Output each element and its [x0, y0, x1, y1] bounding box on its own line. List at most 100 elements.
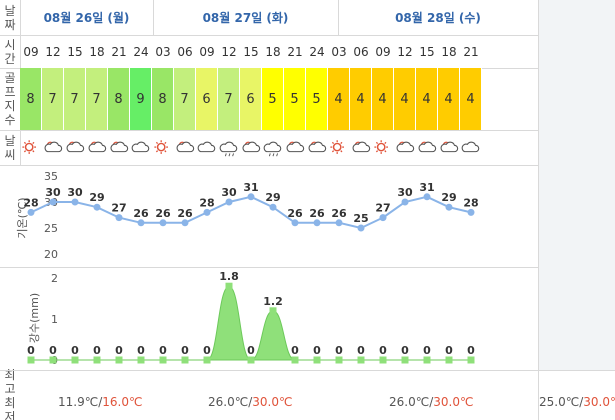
- golf-index-cell: 8: [20, 68, 42, 130]
- precipitation-value-label: 0: [71, 344, 79, 357]
- range-day-27: 26.0℃/30.0℃: [208, 395, 293, 409]
- temperature-value-label: 31: [419, 181, 434, 194]
- hour-cell: 21: [111, 44, 127, 59]
- temperature-point: [225, 198, 233, 206]
- date-row-label: 날짜: [4, 3, 16, 32]
- precipitation-point: [423, 356, 431, 364]
- precipitation-point: [291, 356, 299, 364]
- hour-cell: 21: [287, 44, 303, 59]
- hour-cell: 03: [155, 44, 171, 59]
- precipitation-point: [49, 356, 57, 364]
- precipitation-value-label: 0: [401, 344, 409, 357]
- golf-index-cell: 5: [262, 68, 284, 130]
- temperature-value-label: 29: [441, 191, 456, 204]
- sun-icon: [152, 131, 174, 165]
- precipitation-axis-label: 강수(mm): [28, 293, 41, 343]
- golf-index-cell: 4: [328, 68, 350, 130]
- temperature-value-label: 26: [287, 207, 303, 220]
- golf-index-cell: 7: [64, 68, 86, 130]
- precipitation-point: [445, 356, 453, 364]
- cloud-icon: [130, 131, 152, 165]
- precipitation-point: [467, 356, 475, 364]
- hour-cell: 12: [397, 44, 413, 59]
- range-row-label: 최고최저: [4, 368, 16, 420]
- temperature-point: [181, 219, 189, 227]
- temperature-point: [291, 219, 299, 227]
- temperature-axis-label: 기온(℃): [16, 197, 29, 238]
- golf-index-cell: 6: [196, 68, 218, 130]
- precipitation-point: [71, 356, 79, 364]
- golf-index-cell: 5: [306, 68, 328, 130]
- temperature-point: [137, 219, 145, 227]
- precipitation-value-label: 1.8: [219, 270, 239, 283]
- precipitation-value-label: 0: [49, 344, 57, 357]
- hour-cell: 12: [221, 44, 237, 59]
- temperature-value-label: 27: [111, 202, 126, 215]
- hour-cell: 18: [441, 44, 457, 59]
- precipitation-value-label: 0: [335, 344, 343, 357]
- sun-icon: [20, 131, 42, 165]
- temperature-point: [445, 203, 453, 211]
- rain-cloud-icon: [262, 131, 284, 165]
- temperature-point: [269, 203, 277, 211]
- golf-index-cell: 5: [284, 68, 306, 130]
- precipitation-value-label: 0: [137, 344, 145, 357]
- temperature-point: [357, 224, 365, 232]
- precipitation-point: [27, 356, 35, 364]
- golf-index-cell: 4: [460, 68, 482, 130]
- precipitation-value-label: 0: [27, 344, 35, 357]
- temperature-point: [49, 198, 57, 206]
- hour-cell: 18: [265, 44, 281, 59]
- golf-index-cell: 4: [438, 68, 460, 130]
- golf-index-cell: 7: [174, 68, 196, 130]
- hour-cell: 09: [23, 44, 39, 59]
- golf-index-cell: 4: [394, 68, 416, 130]
- cloud-icon: [460, 131, 482, 165]
- temperature-value-label: 26: [331, 207, 347, 220]
- golf-index-cell: 4: [350, 68, 372, 130]
- temperature-value-label: 27: [375, 202, 390, 215]
- precipitation-value-label: 0: [203, 344, 211, 357]
- partly-cloudy-icon: [306, 131, 328, 165]
- precipitation-point: [269, 307, 277, 315]
- golf-index-cell: 6: [240, 68, 262, 130]
- golf-index-cell: 8: [152, 68, 174, 130]
- precipitation-value-label: 0: [93, 344, 101, 357]
- hour-cell: 06: [353, 44, 369, 59]
- temperature-point: [401, 198, 409, 206]
- partly-cloudy-icon: [174, 131, 196, 165]
- precipitation-point: [93, 356, 101, 364]
- hour-cell: 15: [243, 44, 259, 59]
- precipitation-point: [313, 356, 321, 364]
- temperature-value-label: 26: [155, 207, 171, 220]
- precipitation-point: [401, 356, 409, 364]
- golf-index-cell: 7: [42, 68, 64, 130]
- temperature-tick-label: 20: [44, 248, 58, 261]
- hour-cell: 12: [45, 44, 61, 59]
- hour-cell: 03: [331, 44, 347, 59]
- precipitation-value-label: 0: [357, 344, 365, 357]
- golf-index-cell: 4: [416, 68, 438, 130]
- temperature-point: [467, 208, 475, 216]
- temperature-value-label: 30: [45, 186, 61, 199]
- temperature-value-label: 29: [89, 191, 104, 204]
- precipitation-value-label: 0: [379, 344, 387, 357]
- precipitation-point: [379, 356, 387, 364]
- temperature-point: [71, 198, 79, 206]
- partly-cloudy-icon: [438, 131, 460, 165]
- partly-cloudy-icon: [42, 131, 64, 165]
- hour-cell: 24: [309, 44, 325, 59]
- hour-cell: 09: [375, 44, 391, 59]
- precipitation-value-label: 0: [291, 344, 299, 357]
- precipitation-value-label: 0: [423, 344, 431, 357]
- partly-cloudy-icon: [108, 131, 130, 165]
- temperature-tick-label: 35: [44, 170, 58, 183]
- range-day-26: 11.9℃/16.0℃: [58, 395, 143, 409]
- hour-cell: 21: [463, 44, 479, 59]
- precipitation-value-label: 0: [247, 344, 255, 357]
- time-row-label: 시간: [4, 37, 16, 66]
- temperature-value-label: 30: [67, 186, 83, 199]
- next-day-panel: [538, 0, 615, 370]
- temperature-value-label: 29: [265, 191, 280, 204]
- hour-cell: 24: [133, 44, 149, 59]
